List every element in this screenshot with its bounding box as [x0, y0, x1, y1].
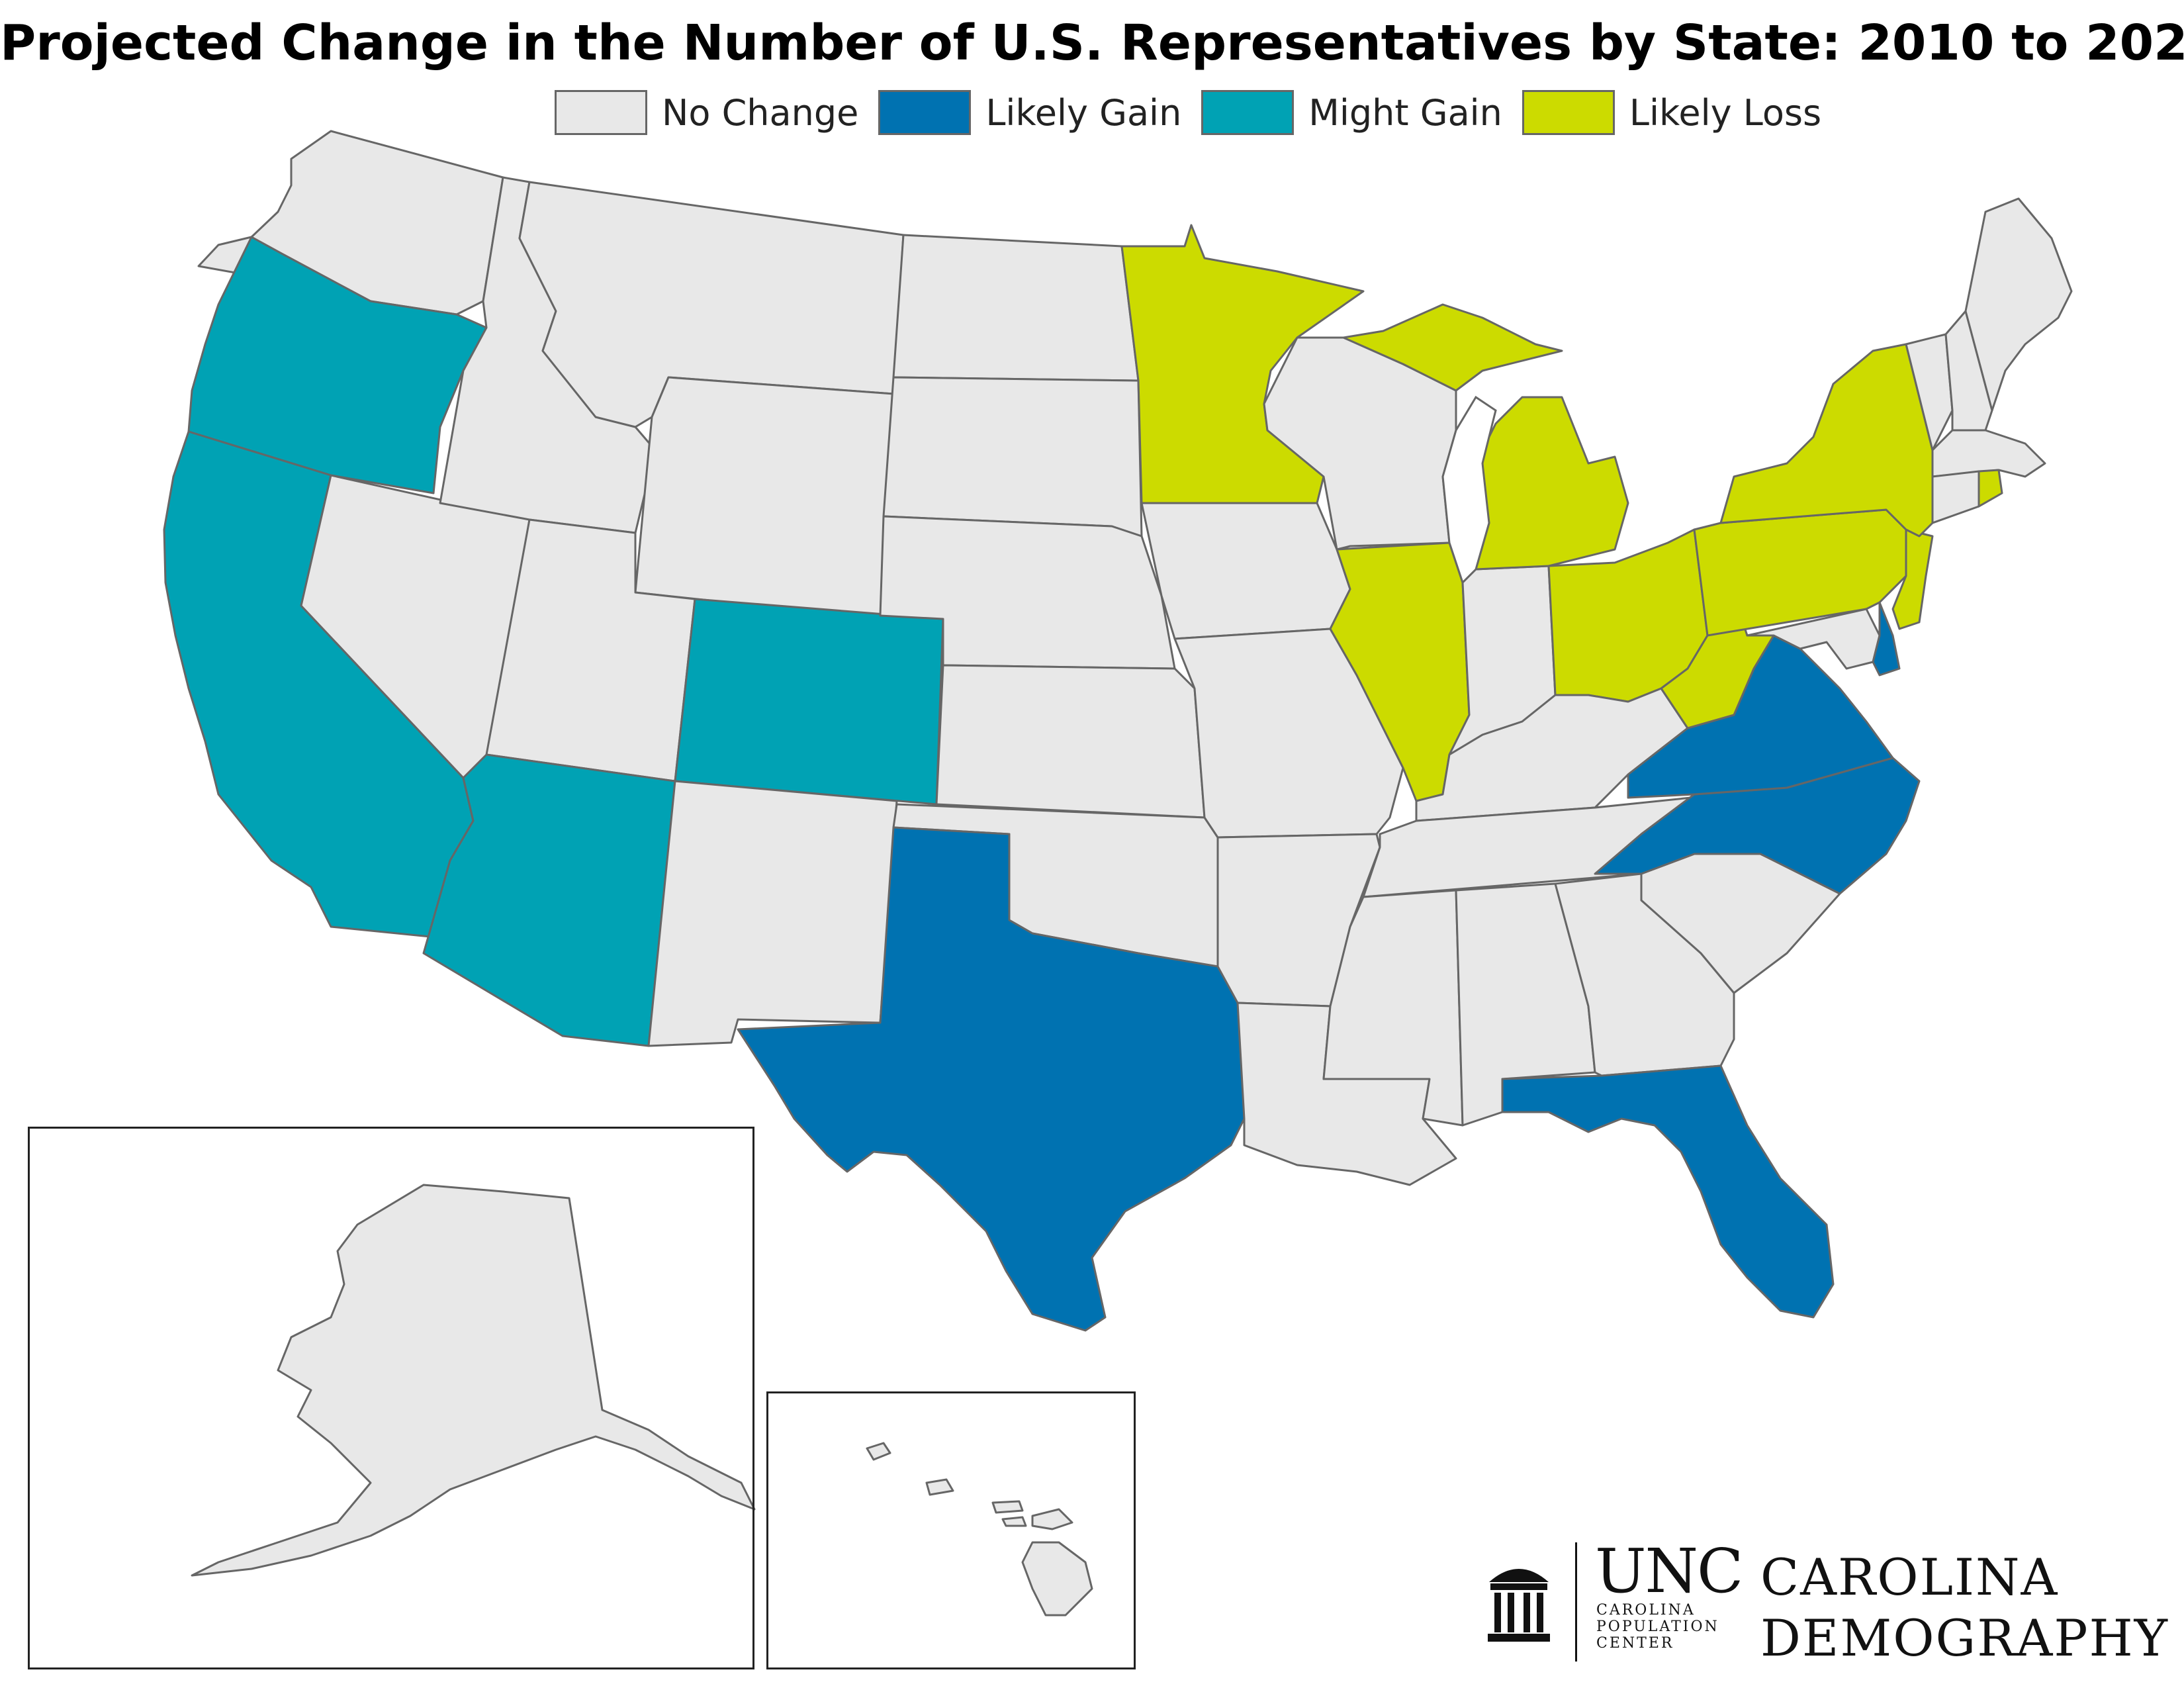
legend-swatch-likely-loss — [1522, 90, 1615, 135]
legend-item-no-change: No Change — [555, 90, 858, 135]
state-florida — [1501, 1064, 1835, 1319]
state-iowa — [1140, 502, 1351, 640]
state-maine — [1964, 197, 2073, 412]
logo-unc: UNC — [1595, 1536, 1743, 1607]
legend-item-likely-gain: Likely Gain — [878, 90, 1181, 135]
state-vermont — [1905, 333, 1954, 451]
state-connecticut — [1931, 470, 1980, 524]
state-colorado — [674, 598, 944, 806]
logo-cpc-line1: CAROLINA — [1596, 1602, 1696, 1618]
legend-label-no-change: No Change — [662, 91, 859, 134]
state-texas — [737, 826, 1246, 1332]
lake-michigan — [1441, 395, 1497, 585]
state-north-dakota — [892, 234, 1140, 382]
state-new-jersey — [1891, 528, 1934, 630]
logo-cpc-line3: CENTER — [1596, 1635, 1674, 1652]
hawaii-inset-frame — [766, 1391, 1136, 1669]
state-hawaii — [866, 1442, 1093, 1617]
legend-swatch-might-gain — [1201, 90, 1295, 135]
map-title: Projected Change in the Number of U.S. R… — [0, 15, 2184, 71]
state-new-mexico — [647, 780, 898, 1047]
legend-item-might-gain: Might Gain — [1201, 90, 1502, 135]
legend-swatch-likely-gain — [878, 90, 972, 135]
state-kansas — [935, 664, 1206, 819]
legend: No Change Likely Gain Might Gain Likely … — [555, 87, 1841, 138]
legend-label-likely-gain: Likely Gain — [985, 91, 1182, 134]
state-rhode-island — [1978, 469, 2003, 508]
state-oregon — [187, 236, 488, 494]
state-maryland — [1746, 608, 1881, 670]
state-kentucky — [1415, 687, 1689, 822]
alaska-inset-frame — [28, 1127, 754, 1669]
old-well-icon — [1488, 1569, 1550, 1642]
logo-carolina: CAROLINA — [1760, 1548, 2059, 1607]
state-delaware — [1872, 601, 1901, 677]
state-pennsylvania — [1693, 508, 1907, 637]
legend-label-might-gain: Might Gain — [1308, 91, 1502, 134]
state-alaska — [191, 1184, 756, 1577]
legend-item-likely-loss: Likely Loss — [1522, 90, 1821, 135]
logo-cpc-line2: POPULATION — [1596, 1618, 1719, 1635]
logo-cpc: CAROLINA POPULATION CENTER — [1596, 1602, 1719, 1652]
legend-label-likely-loss: Likely Loss — [1629, 91, 1822, 134]
legend-swatch-no-change — [555, 90, 647, 135]
logo-divider — [1575, 1542, 1577, 1662]
state-south-dakota — [882, 376, 1143, 538]
state-new-york — [1719, 343, 1934, 538]
state-wyoming — [634, 376, 895, 620]
logo: UNC CAROLINA POPULATION CENTER CAROLINA … — [1482, 1536, 2167, 1668]
logo-demography: DEMOGRAPHY — [1760, 1609, 2169, 1667]
